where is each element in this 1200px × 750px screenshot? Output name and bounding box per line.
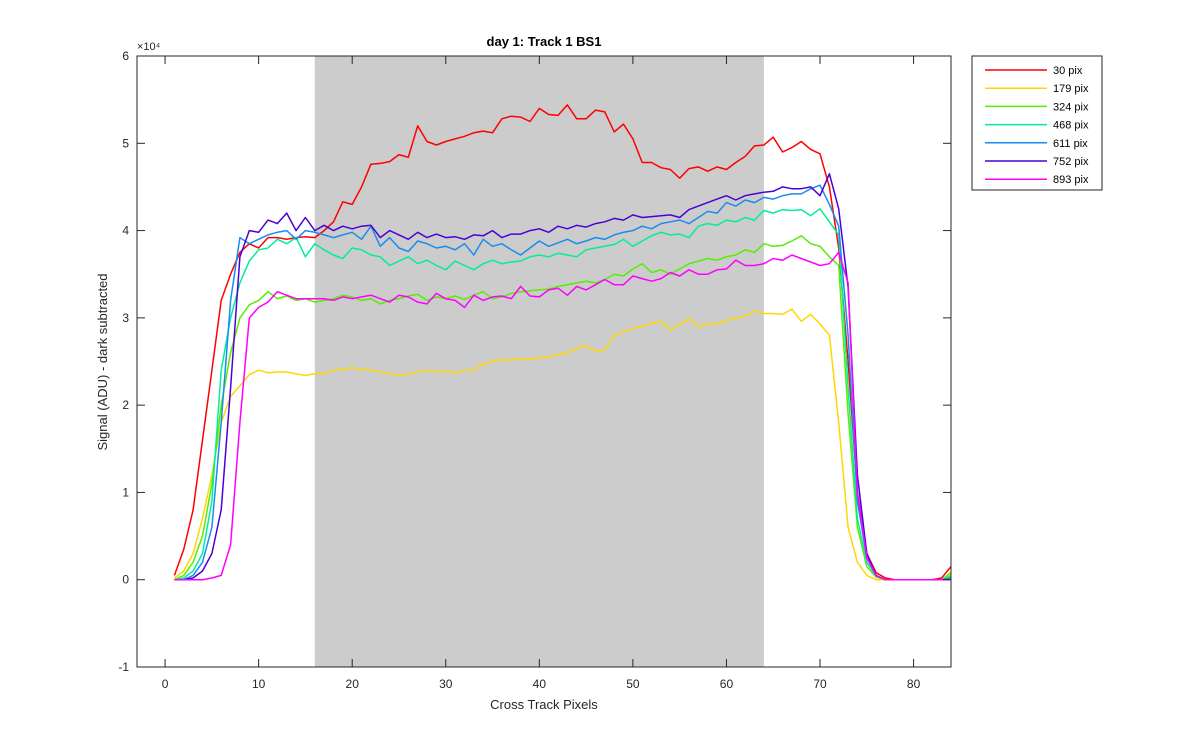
chart-title: day 1: Track 1 BS1 xyxy=(487,34,602,49)
x-tick-label: 30 xyxy=(439,677,453,691)
y-tick-label: -1 xyxy=(118,660,129,674)
legend-label: 893 pix xyxy=(1053,174,1089,186)
x-axis-label: Cross Track Pixels xyxy=(490,697,598,712)
x-tick-label: 10 xyxy=(252,677,266,691)
x-tick-label: 20 xyxy=(346,677,360,691)
x-tick-label: 70 xyxy=(813,677,827,691)
series-group xyxy=(173,104,951,581)
series-line xyxy=(174,184,951,581)
y-ticks: -1 0 1 2 3 4 5 6 xyxy=(118,49,951,674)
y-tick-label: 6 xyxy=(122,49,129,63)
x-tick-label: 50 xyxy=(626,677,640,691)
legend-label: 752 pix xyxy=(1053,156,1089,168)
series-line xyxy=(173,308,951,581)
legend-label: 324 pix xyxy=(1053,101,1089,113)
y-tick-label: 4 xyxy=(122,224,129,238)
series-line xyxy=(174,173,951,581)
axes-box xyxy=(136,55,952,668)
shaded-region xyxy=(314,56,764,667)
y-tick-label: 2 xyxy=(122,398,129,412)
legend-box xyxy=(971,55,1103,191)
y-tick-label: 0 xyxy=(122,573,129,587)
y-multiplier-label: ×10⁴ xyxy=(137,41,161,53)
series-line xyxy=(173,104,951,581)
y-tick-label: 5 xyxy=(122,136,129,150)
y-tick-label: 3 xyxy=(122,311,129,325)
x-tick-label: 40 xyxy=(533,677,547,691)
x-tick-label: 80 xyxy=(907,677,921,691)
x-tick-label: 0 xyxy=(162,677,169,691)
legend: 30 pix 179 pix 324 pix 468 pix 611 pix 752 pi… xyxy=(971,55,1103,191)
x-ticks: 0 10 20 30 40 50 60 70 80 xyxy=(162,56,921,691)
legend-label: 468 pix xyxy=(1053,120,1089,132)
y-tick-label: 1 xyxy=(122,485,129,499)
x-tick-label: 60 xyxy=(720,677,734,691)
legend-label: 30 pix xyxy=(1053,65,1083,77)
y-axis-label: Signal (ADU) - dark subtracted xyxy=(95,273,110,450)
legend-label: 179 pix xyxy=(1053,83,1089,95)
series-line xyxy=(174,251,951,581)
legend-label: 611 pix xyxy=(1053,138,1088,150)
plot-area: 0 10 20 30 40 50 60 70 80 -1 0 1 2 3 4 5 6 xyxy=(118,49,952,691)
series-line xyxy=(174,208,951,581)
